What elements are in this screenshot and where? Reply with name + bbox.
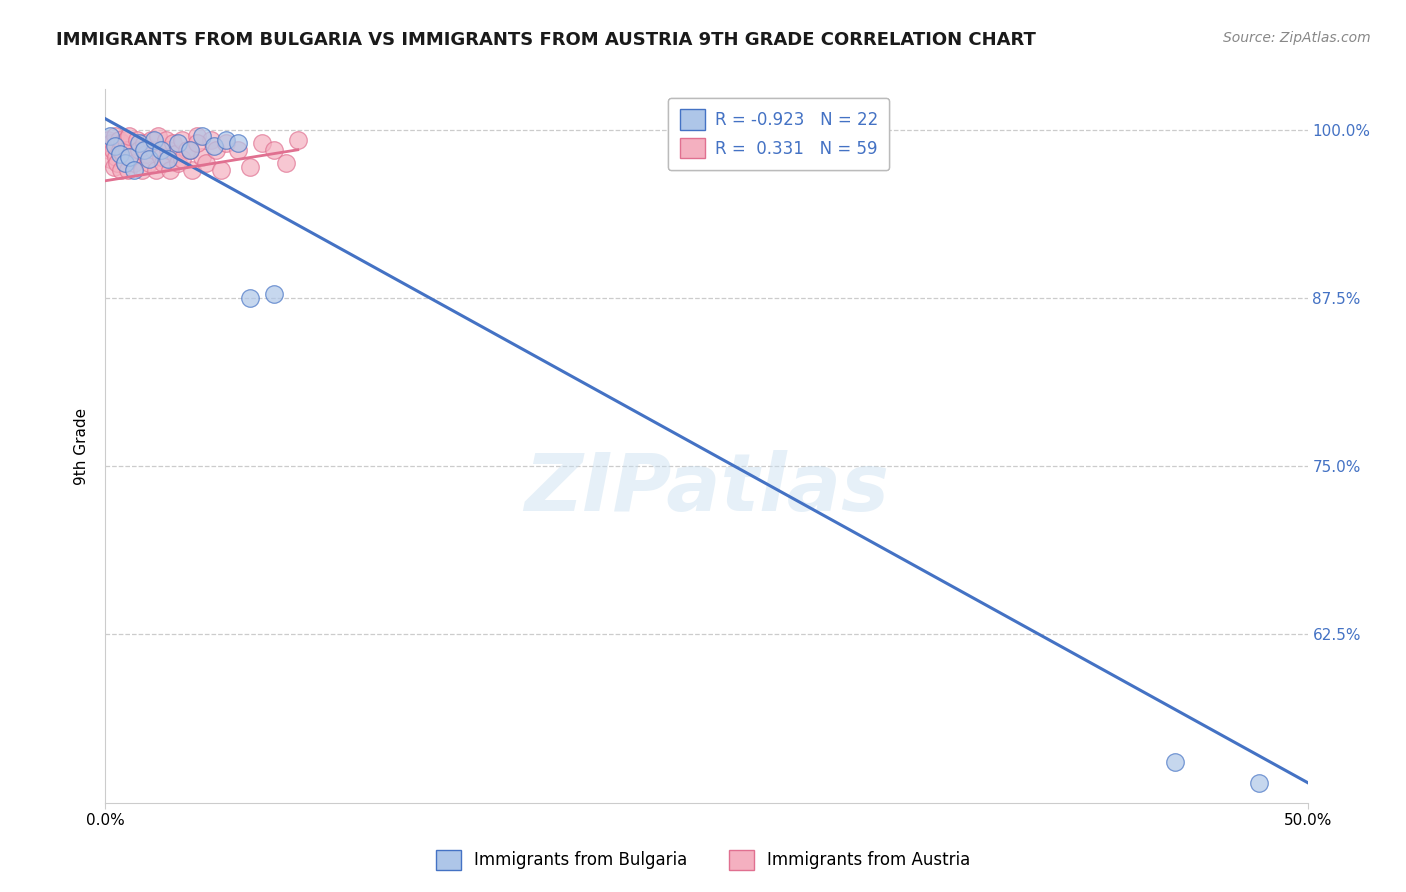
Point <box>124 156 146 170</box>
Point <box>226 136 249 150</box>
Point <box>152 156 174 170</box>
Point <box>155 133 177 147</box>
Point <box>239 161 262 175</box>
Point <box>179 143 201 157</box>
Point <box>98 129 121 144</box>
Point <box>214 136 236 150</box>
Point <box>172 133 194 147</box>
Point <box>149 143 172 157</box>
Point <box>107 156 129 170</box>
Point <box>124 163 146 178</box>
Text: IMMIGRANTS FROM BULGARIA VS IMMIGRANTS FROM AUSTRIA 9TH GRADE CORRELATION CHART: IMMIGRANTS FROM BULGARIA VS IMMIGRANTS F… <box>56 31 1036 49</box>
Point <box>142 143 165 157</box>
Point <box>135 146 157 161</box>
Point <box>139 133 162 147</box>
Point <box>195 156 218 170</box>
Point <box>205 143 228 157</box>
Point <box>165 146 187 161</box>
Point <box>263 143 285 157</box>
Point <box>105 149 128 163</box>
Point <box>107 133 129 147</box>
Legend: R = -0.923   N = 22, R =  0.331   N = 59: R = -0.923 N = 22, R = 0.331 N = 59 <box>668 97 890 169</box>
Point <box>121 149 143 163</box>
Point <box>162 136 184 150</box>
Point <box>186 136 208 150</box>
Point <box>156 152 179 166</box>
Point <box>274 156 297 170</box>
Point <box>104 138 127 153</box>
Point <box>202 138 225 153</box>
Point <box>132 136 155 150</box>
Point <box>226 143 249 157</box>
Point <box>98 143 121 157</box>
Point <box>110 163 132 178</box>
Point <box>250 136 273 150</box>
Point <box>148 129 170 144</box>
Text: Source: ZipAtlas.com: Source: ZipAtlas.com <box>1223 31 1371 45</box>
Point <box>176 143 198 157</box>
Point <box>117 163 139 178</box>
Point <box>100 136 122 150</box>
Point <box>125 133 148 147</box>
Point <box>172 152 194 166</box>
Point <box>98 152 121 166</box>
Point <box>149 149 172 163</box>
Point <box>1164 756 1187 770</box>
Point <box>200 133 222 147</box>
Point <box>115 133 138 147</box>
Point <box>118 149 141 163</box>
Point <box>179 143 201 157</box>
Point <box>190 129 212 144</box>
Point <box>104 129 127 144</box>
Point <box>239 291 262 305</box>
Point <box>145 163 167 178</box>
Point <box>287 133 309 147</box>
Point <box>128 136 150 150</box>
Point <box>108 146 131 161</box>
Point <box>166 156 188 170</box>
Point <box>214 133 236 147</box>
Point <box>112 146 135 161</box>
Point <box>97 133 120 147</box>
Point <box>138 156 160 170</box>
Point <box>114 156 136 170</box>
Point <box>118 129 141 144</box>
Point <box>115 143 138 157</box>
Point <box>103 161 125 175</box>
Text: ZIPatlas: ZIPatlas <box>524 450 889 528</box>
Y-axis label: 9th Grade: 9th Grade <box>75 408 90 484</box>
Point <box>159 163 181 178</box>
Point <box>114 156 136 170</box>
Point <box>166 136 188 150</box>
Point <box>108 143 131 157</box>
Point <box>209 163 232 178</box>
Point <box>263 286 285 301</box>
Point <box>132 143 155 157</box>
Point <box>138 152 160 166</box>
Point <box>190 149 212 163</box>
Point <box>142 133 165 147</box>
Point <box>186 129 208 144</box>
Point <box>111 136 134 150</box>
Point <box>181 163 204 178</box>
Point <box>1249 775 1271 789</box>
Point <box>131 163 153 178</box>
Point <box>156 143 179 157</box>
Legend: Immigrants from Bulgaria, Immigrants from Austria: Immigrants from Bulgaria, Immigrants fro… <box>429 843 977 877</box>
Point <box>128 143 150 157</box>
Point <box>101 143 124 157</box>
